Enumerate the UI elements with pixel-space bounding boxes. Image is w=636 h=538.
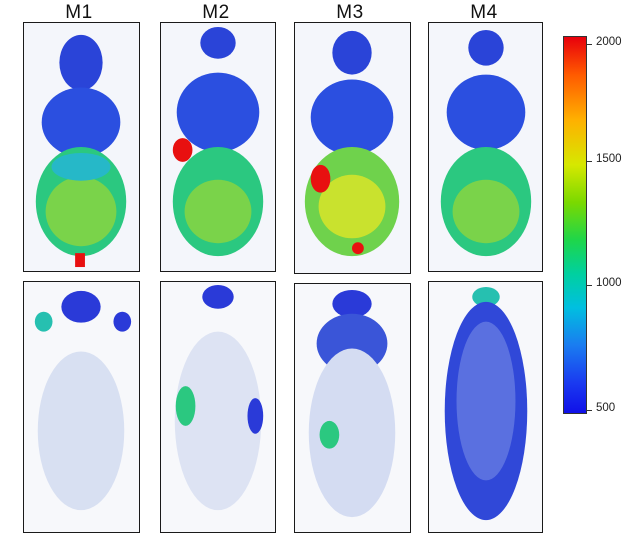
heatmap-panel-m1-bottom <box>23 281 140 533</box>
colorbar-tick-mark <box>587 410 592 411</box>
column-label-m1: M1 <box>65 2 93 23</box>
heatmap-panel-m2-top <box>160 22 276 272</box>
mouse-silhouette-image <box>161 282 275 532</box>
colorbar-tick-label-1000: 1000 <box>596 277 622 289</box>
mouse-silhouette-image <box>429 23 542 271</box>
colorbar-tick-label-1500: 1500 <box>596 153 622 165</box>
colorbar-tick-label-500: 500 <box>596 402 616 414</box>
column-label-m3: M3 <box>336 2 364 23</box>
colorbar-tick-mark <box>587 285 592 286</box>
column-label-m2: M2 <box>202 2 230 23</box>
mouse-silhouette-image <box>295 284 410 532</box>
colorbar-tick-mark <box>587 161 592 162</box>
column-label-m4: M4 <box>470 2 498 23</box>
mouse-silhouette-image <box>429 282 542 532</box>
mouse-silhouette-image <box>295 23 410 273</box>
mouse-silhouette-image <box>24 282 139 532</box>
colorbar-tick-mark <box>587 44 592 45</box>
color-scale-bar <box>563 36 587 414</box>
mouse-silhouette-image <box>161 23 275 271</box>
heatmap-panel-m3-bottom <box>294 283 411 533</box>
heatmap-panel-m1-top <box>23 22 140 272</box>
heatmap-panel-m3-top <box>294 22 411 274</box>
colorbar-tick-label-2000: 2000 <box>596 36 622 48</box>
heatmap-panel-m2-bottom <box>160 281 276 533</box>
mouse-silhouette-image <box>24 23 139 271</box>
heatmap-panel-m4-bottom <box>428 281 543 533</box>
heatmap-panel-m4-top <box>428 22 543 272</box>
